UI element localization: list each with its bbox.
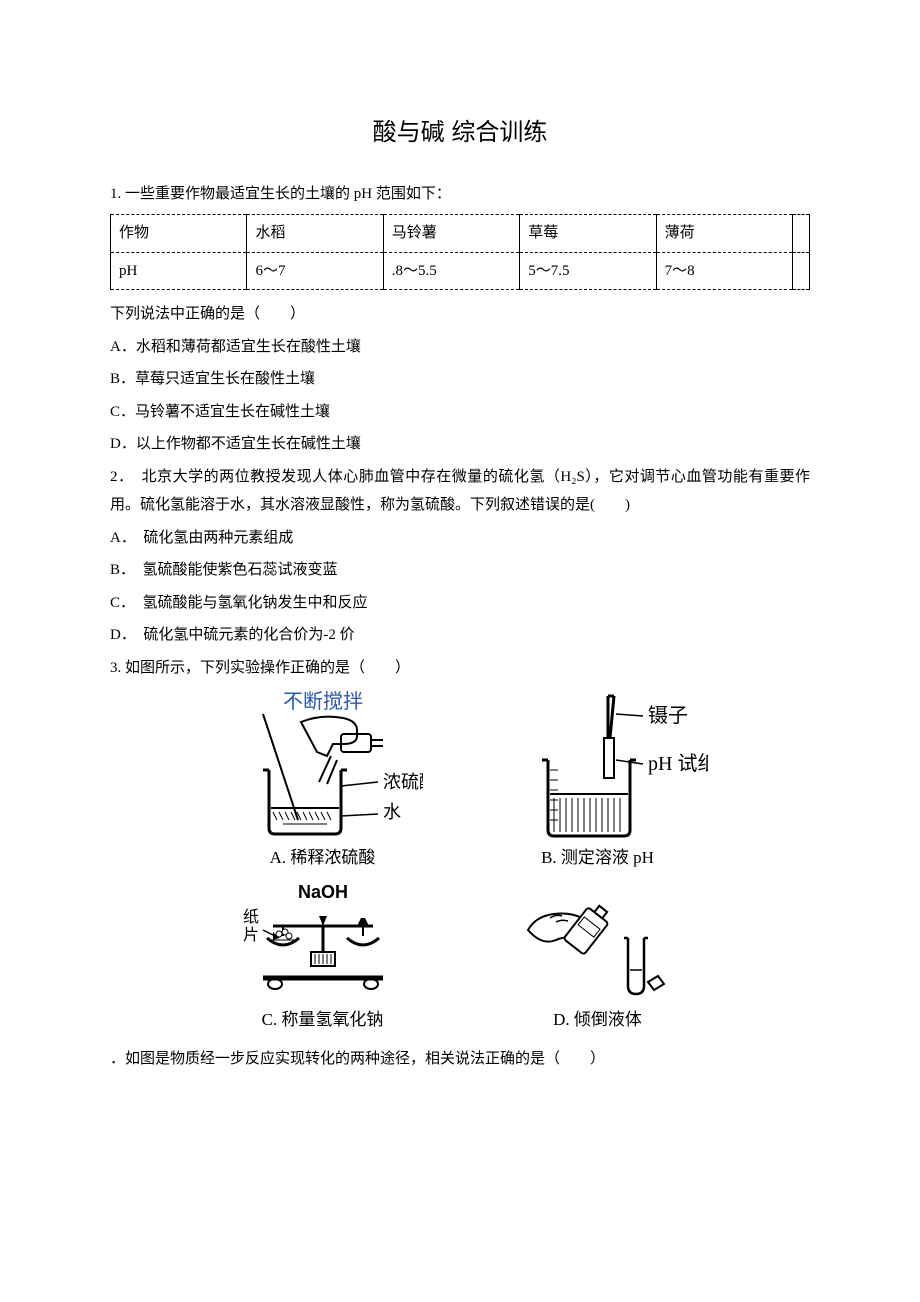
q1-th-5 <box>792 215 809 253</box>
svg-text:pH 试纸: pH 试纸 <box>648 752 708 775</box>
q1-th-2: 马铃薯 <box>383 215 519 253</box>
svg-text:片: 片 <box>242 926 258 944</box>
q3-fig-a: 不断搅拌 <box>200 690 445 874</box>
page-title: 酸与碱 综合训练 <box>110 110 810 156</box>
q1-th-1: 水稻 <box>247 215 383 253</box>
q3-fig-c: NaOH 纸 片 <box>200 882 445 1036</box>
q2-opt-c: C． 氢硫酸能与氢氧化钠发生中和反应 <box>110 589 810 618</box>
q2-opt-b: B． 氢硫酸能使紫色石蕊试液变蓝 <box>110 556 810 585</box>
svg-text:水: 水 <box>383 802 401 822</box>
q1-td-5 <box>792 252 809 290</box>
pour-liquid-icon <box>498 882 698 1002</box>
q2-opt-d: D． 硫化氢中硫元素的化合价为-2 价 <box>110 621 810 650</box>
q1-opt-c: C．马铃薯不适宜生长在碱性土壤 <box>110 398 810 427</box>
q4-stem: ．如图是物质经一步反应实现转化的两种途径，相关说法正确的是（ ） <box>110 1045 810 1074</box>
q3-fig-b: 镊子 pH 试纸 <box>475 690 720 874</box>
q1-td-1: 6～7 <box>247 252 383 290</box>
q1-opt-d: D．以上作物都不适宜生长在碱性土壤 <box>110 430 810 459</box>
q3-fig-d-caption: D. 倾倒液体 <box>475 1004 720 1036</box>
q3-fig-a-caption: A. 稀释浓硫酸 <box>200 842 445 874</box>
q1-td-2: .8～5.5 <box>383 252 519 290</box>
q1-opt-b: B．草莓只适宜生长在酸性土壤 <box>110 365 810 394</box>
svg-text:不断搅拌: 不断搅拌 <box>283 690 363 713</box>
weigh-naoh-icon: NaOH 纸 片 <box>223 882 423 1002</box>
q1-th-3: 草莓 <box>520 215 656 253</box>
ph-test-icon: 镊子 pH 试纸 <box>488 690 708 840</box>
q1-opt-a: A．水稻和薄荷都适宜生长在酸性土壤 <box>110 333 810 362</box>
q1-td-0: pH <box>111 252 247 290</box>
svg-text:纸: 纸 <box>242 908 258 926</box>
q2-stem: 2． 北京大学的两位教授发现人体心肺血管中存在微量的硫化氢（H₂S），它对调节心… <box>110 463 810 520</box>
svg-text:镊子: 镊子 <box>648 704 688 727</box>
q3-fig-b-caption: B. 测定溶液 pH <box>475 842 720 874</box>
q1-table: 作物 水稻 马铃薯 草莓 薄荷 pH 6～7 .8～5.5 5～7.5 7～8 <box>110 214 810 290</box>
q1-th-4: 薄荷 <box>656 215 792 253</box>
q3-fig-d: D. 倾倒液体 <box>475 882 720 1036</box>
q2-opt-a: A． 硫化氢由两种元素组成 <box>110 524 810 553</box>
q1-th-0: 作物 <box>111 215 247 253</box>
q1-stem: 1. 一些重要作物最适宜生长的土壤的 pH 范围如下： <box>110 180 810 209</box>
q3-stem: 3. 如图所示，下列实验操作正确的是（ ） <box>110 654 810 683</box>
q1-prompt: 下列说法中正确的是（ ） <box>110 300 810 329</box>
q1-td-4: 7～8 <box>656 252 792 290</box>
q1-td-3: 5～7.5 <box>520 252 656 290</box>
q3-fig-c-caption: C. 称量氢氧化钠 <box>200 1004 445 1036</box>
svg-text:NaOH: NaOH <box>297 882 347 902</box>
q3-figure-grid: 不断搅拌 <box>200 690 720 1037</box>
dilute-acid-icon: 不断搅拌 <box>223 690 423 840</box>
svg-text:浓硫酸: 浓硫酸 <box>383 772 423 792</box>
